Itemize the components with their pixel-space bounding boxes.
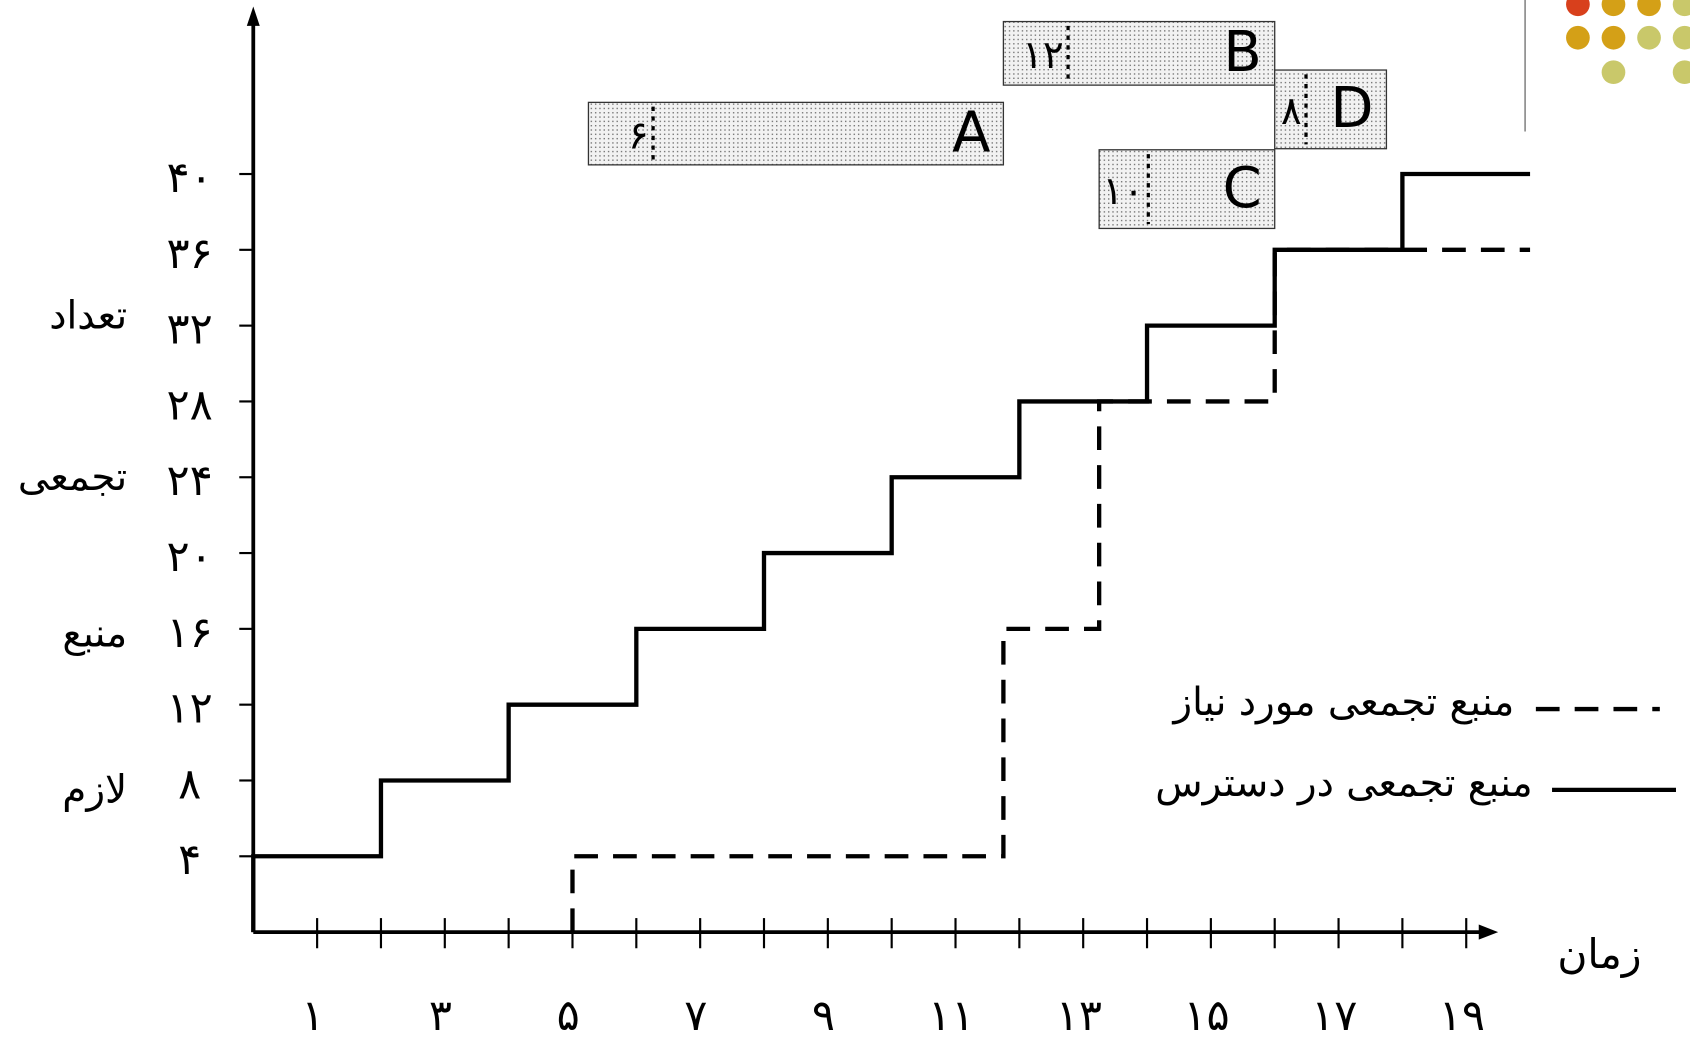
activity-name: B: [1223, 20, 1261, 85]
y-tick-label: ۱۲: [167, 684, 213, 734]
y-tick-label: ۳۶: [167, 229, 213, 279]
activity-resource: ۱۰: [1102, 169, 1144, 214]
series-line: [570, 247, 1531, 933]
x-tick-label: ۱۱: [928, 991, 974, 1041]
y-axis-label: لازم: [62, 768, 127, 813]
x-tick-label: ۹: [812, 991, 835, 1041]
x-tick-label: ۳: [429, 991, 452, 1041]
y-axis-label: منبع: [62, 611, 127, 656]
x-tick-label: ۱۹: [1439, 991, 1485, 1041]
y-tick-label: ۲۸: [167, 380, 213, 430]
y-tick-label: ۲۴: [167, 456, 213, 506]
x-tick-label: ۷: [684, 991, 707, 1041]
x-tick-label: ۱۵: [1183, 991, 1229, 1041]
x-tick-label: ۱۷: [1311, 991, 1357, 1041]
legend-label: منبع تجمعی مورد نیاز: [1171, 680, 1514, 725]
activity-bar: [1002, 20, 1276, 86]
x-axis-label: زمان: [1557, 930, 1641, 978]
legend-label: منبع تجمعی در دسترس: [1155, 761, 1532, 806]
activity-resource: ۱۲: [1022, 33, 1064, 78]
x-tick-label: ۱: [301, 991, 324, 1041]
activity-bar: [587, 101, 1005, 166]
y-tick-label: ۴۰: [167, 153, 213, 203]
x-axis-arrow: [1478, 924, 1499, 940]
x-tick-label: ۱۳: [1056, 991, 1102, 1041]
y-tick-label: ۴: [178, 835, 201, 885]
activity-name: D: [1330, 76, 1373, 141]
activity-name: A: [952, 100, 990, 165]
y-axis-arrow: [246, 6, 260, 26]
y-tick-label: ۳۲: [167, 305, 213, 355]
activity-resource: ۶: [628, 113, 649, 158]
activity-resource: ۸: [1281, 89, 1302, 134]
y-axis-label: تعداد: [49, 293, 127, 338]
series-line: [251, 171, 1531, 933]
y-axis-label: تجمعی: [18, 455, 127, 500]
y-tick-label: ۱۶: [167, 608, 213, 658]
decoration: [1524, 0, 1690, 132]
activity-name: C: [1223, 156, 1262, 221]
activity-bar: [1274, 69, 1388, 150]
y-tick-label: ۲۰: [167, 532, 213, 582]
activity-bar: [1098, 149, 1276, 230]
x-tick-label: ۵: [557, 991, 580, 1041]
y-tick-label: ۸: [178, 759, 201, 809]
